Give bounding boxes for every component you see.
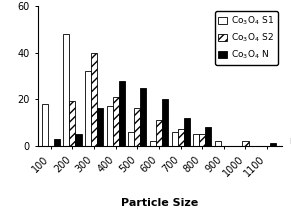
Bar	[171, 132, 178, 146]
Text: nm: nm	[289, 135, 291, 146]
Bar	[75, 134, 81, 146]
Bar	[134, 108, 140, 146]
Bar	[85, 71, 91, 146]
Bar	[193, 134, 199, 146]
Bar	[178, 129, 184, 146]
Bar	[128, 132, 134, 146]
Bar	[97, 108, 103, 146]
Bar	[140, 88, 146, 146]
Bar	[54, 139, 60, 146]
Bar	[215, 141, 221, 146]
Bar	[119, 81, 125, 146]
Bar	[113, 97, 119, 146]
Bar	[63, 34, 70, 146]
Bar	[150, 141, 156, 146]
Bar	[42, 104, 48, 146]
Legend: Co$_3$O$_4$ S1, Co$_3$O$_4$ S2, Co$_3$O$_4$ N: Co$_3$O$_4$ S1, Co$_3$O$_4$ S2, Co$_3$O$…	[215, 11, 278, 65]
Bar	[70, 101, 75, 146]
Bar	[107, 106, 113, 146]
Bar	[184, 118, 190, 146]
Bar	[205, 127, 211, 146]
Bar	[156, 120, 162, 146]
Bar	[199, 134, 205, 146]
Bar	[242, 141, 249, 146]
Bar	[270, 143, 276, 146]
Bar	[91, 53, 97, 146]
Text: Particle Size: Particle Size	[121, 198, 199, 208]
Bar	[162, 99, 168, 146]
